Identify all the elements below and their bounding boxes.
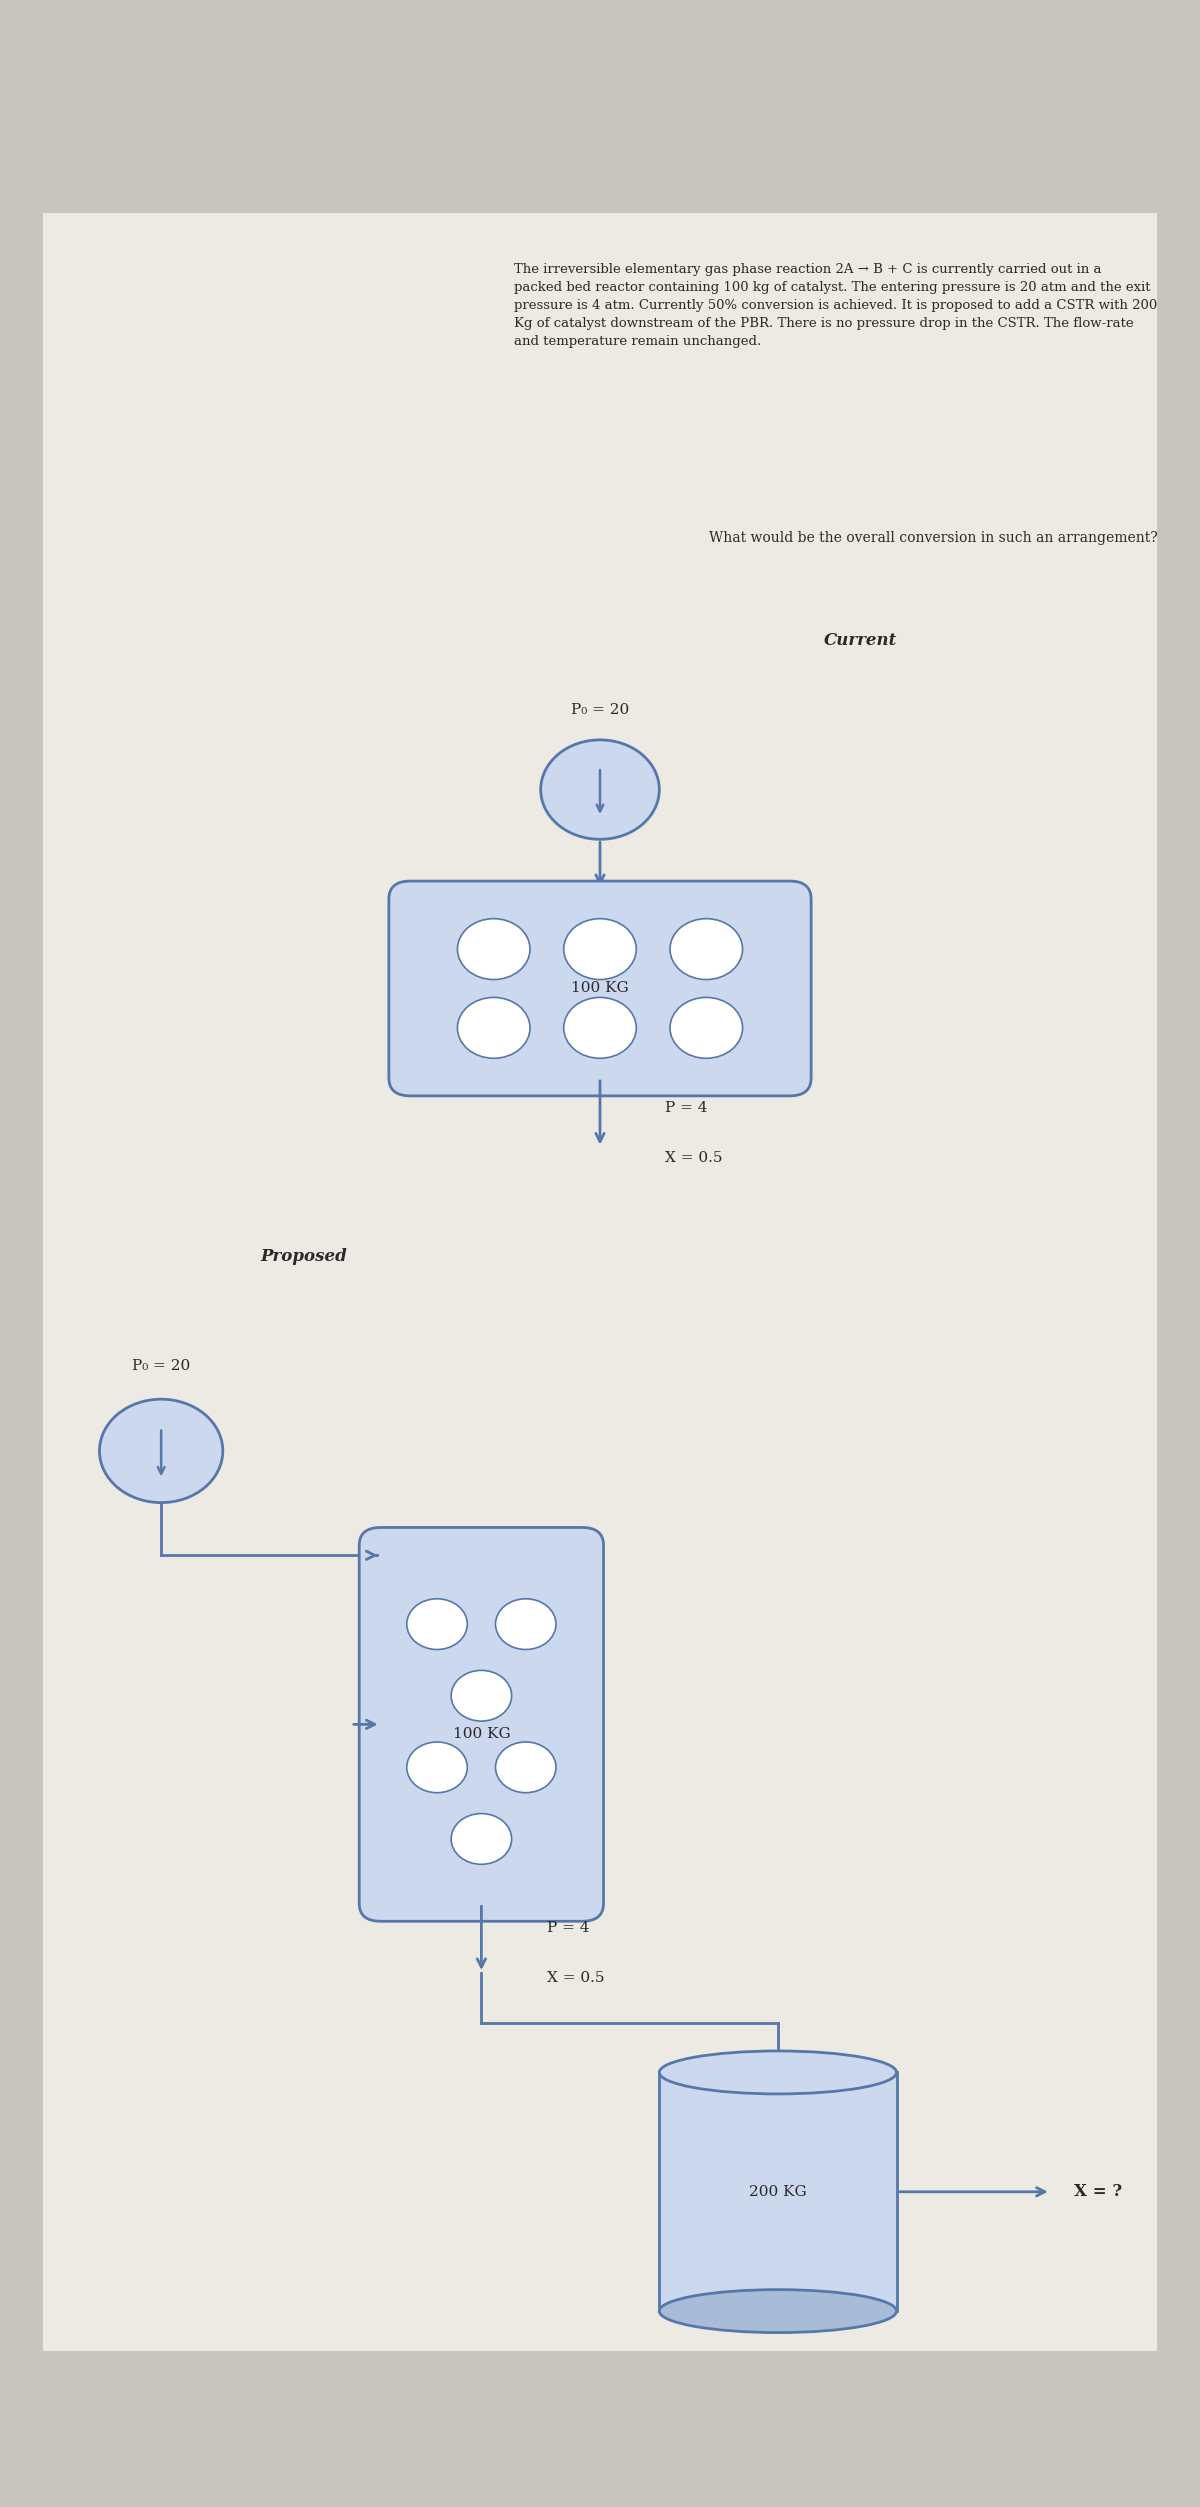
Circle shape <box>407 1742 467 1793</box>
FancyBboxPatch shape <box>359 1527 604 1920</box>
Text: P = 4: P = 4 <box>665 1101 708 1116</box>
FancyBboxPatch shape <box>659 2073 896 2311</box>
FancyBboxPatch shape <box>42 213 1158 2352</box>
Text: P = 4: P = 4 <box>547 1920 589 1935</box>
Circle shape <box>407 1599 467 1650</box>
Circle shape <box>564 998 636 1058</box>
Circle shape <box>457 918 530 980</box>
Text: P₀ = 20: P₀ = 20 <box>132 1359 191 1374</box>
Circle shape <box>100 1399 223 1502</box>
Text: X = 0.5: X = 0.5 <box>665 1151 722 1166</box>
Text: X = 0.5: X = 0.5 <box>547 1971 604 1986</box>
Text: 100 KG: 100 KG <box>571 980 629 995</box>
Circle shape <box>670 918 743 980</box>
Circle shape <box>451 1670 511 1722</box>
Circle shape <box>451 1813 511 1865</box>
Circle shape <box>496 1742 556 1793</box>
Text: What would be the overall conversion in such an arrangement?: What would be the overall conversion in … <box>709 531 1158 544</box>
Ellipse shape <box>659 2289 896 2332</box>
Text: P₀ = 20: P₀ = 20 <box>571 702 629 717</box>
Ellipse shape <box>659 2051 896 2093</box>
Text: 100 KG: 100 KG <box>452 1727 510 1742</box>
Circle shape <box>541 740 659 840</box>
Circle shape <box>457 998 530 1058</box>
Text: Proposed: Proposed <box>260 1248 347 1266</box>
Text: 200 KG: 200 KG <box>749 2184 806 2199</box>
Circle shape <box>496 1599 556 1650</box>
Text: Current: Current <box>824 632 898 649</box>
Text: The irreversible elementary gas phase reaction 2A → B + C is currently carried o: The irreversible elementary gas phase re… <box>515 263 1158 348</box>
Text: X = ?: X = ? <box>1074 2184 1122 2201</box>
Circle shape <box>670 998 743 1058</box>
Circle shape <box>564 918 636 980</box>
FancyBboxPatch shape <box>389 880 811 1096</box>
